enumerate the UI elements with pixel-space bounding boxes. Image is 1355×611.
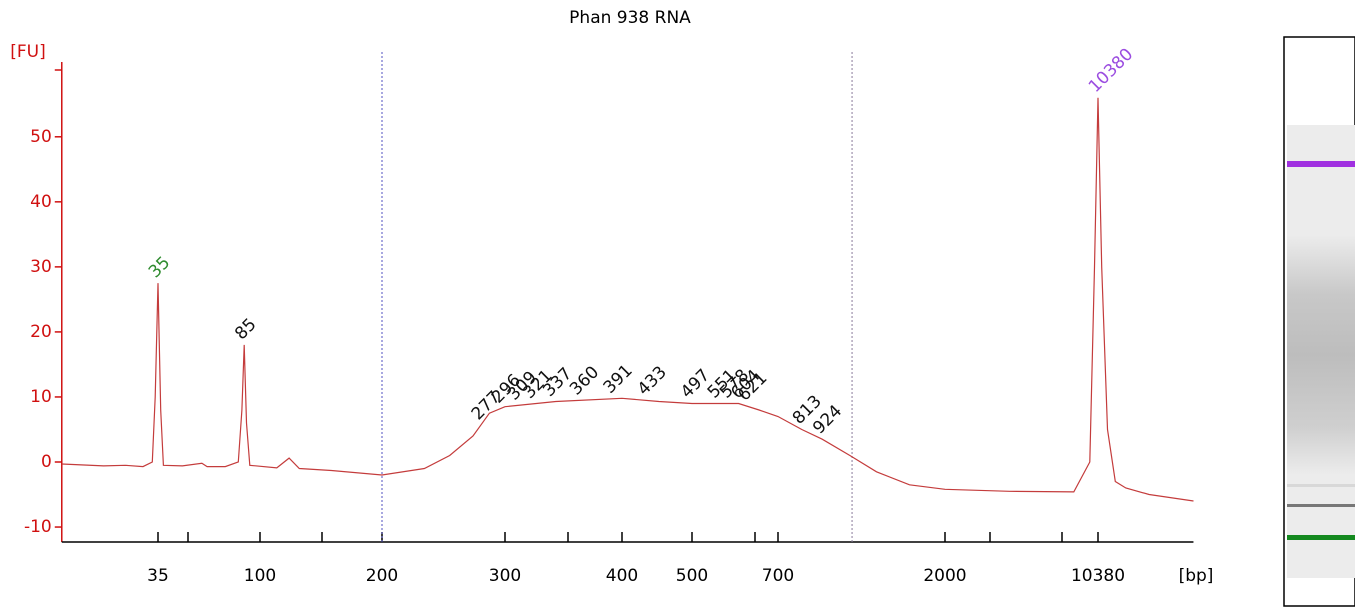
chart-title: Phan 938 RNA: [569, 8, 691, 28]
y-tick-label: 40: [30, 192, 52, 212]
peak-label: 360: [566, 362, 603, 399]
x-tick-label: 35: [147, 566, 169, 586]
y-tick-label: 30: [30, 257, 52, 277]
x-tick-label: 200: [366, 566, 398, 586]
y-tick-label: 50: [30, 127, 52, 147]
x-tick-label: 400: [606, 566, 638, 586]
y-tick-label: 20: [30, 322, 52, 342]
gel-lane: [1283, 36, 1355, 607]
x-tick-label: 100: [244, 566, 276, 586]
x-tick-label: 2000: [923, 566, 966, 586]
y-tick-label: 10: [30, 387, 52, 407]
y-axis-label: [FU]: [10, 42, 46, 62]
y-tick-label: 0: [41, 452, 52, 472]
x-axis-label: [bp]: [1179, 566, 1214, 586]
trace: [61, 97, 1194, 502]
x-tick-label: 300: [489, 566, 521, 586]
peak-label: 85: [231, 315, 260, 344]
x-tick-label: 10380: [1071, 566, 1125, 586]
peak-label: 35: [145, 253, 174, 282]
peak-label: 10380: [1085, 44, 1137, 96]
x-tick-label: 700: [762, 566, 794, 586]
peak-label: 391: [600, 361, 637, 398]
peak-label: 433: [634, 362, 671, 399]
x-tick-label: 500: [676, 566, 708, 586]
y-tick-label: -10: [24, 517, 52, 537]
